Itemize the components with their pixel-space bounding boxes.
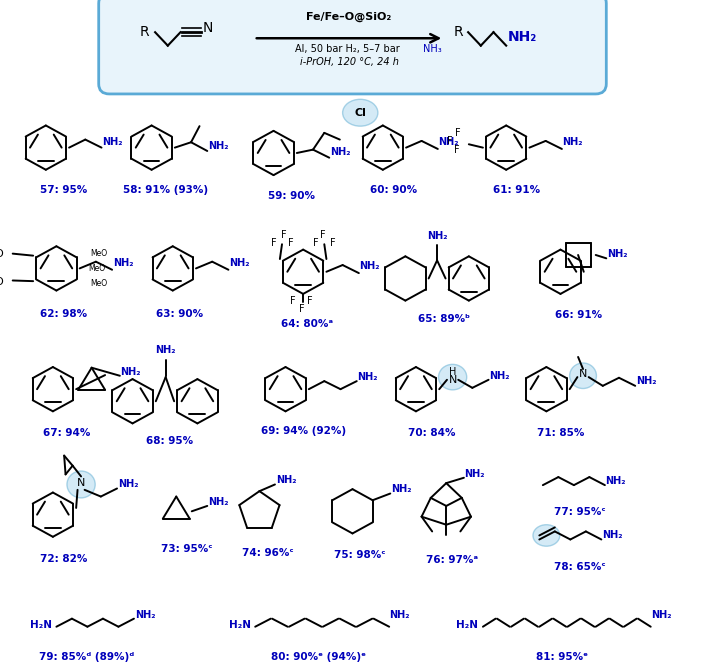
Text: 67: 94%: 67: 94% bbox=[43, 428, 91, 438]
Text: N: N bbox=[77, 478, 85, 488]
Text: 59: 90%: 59: 90% bbox=[268, 191, 314, 201]
Text: 73: 95%ᶜ: 73: 95%ᶜ bbox=[161, 544, 213, 554]
Text: 65: 89%ᵇ: 65: 89%ᵇ bbox=[418, 314, 470, 324]
Text: MeO: MeO bbox=[91, 278, 108, 288]
Text: NH₂: NH₂ bbox=[636, 376, 656, 386]
Text: F: F bbox=[313, 238, 319, 248]
Text: F: F bbox=[299, 304, 305, 313]
Text: MeO: MeO bbox=[89, 264, 106, 273]
Text: 72: 82%: 72: 82% bbox=[39, 554, 87, 564]
Text: i-PrOH, 120 °C, 24 h: i-PrOH, 120 °C, 24 h bbox=[300, 57, 398, 66]
Text: F: F bbox=[447, 136, 453, 146]
Text: F: F bbox=[307, 296, 313, 305]
Text: MeO: MeO bbox=[91, 249, 108, 258]
Text: R: R bbox=[453, 25, 463, 39]
Text: 68: 95%: 68: 95% bbox=[146, 436, 192, 446]
Text: N: N bbox=[203, 21, 214, 35]
Text: H₂N: H₂N bbox=[456, 621, 478, 630]
Text: NH₂: NH₂ bbox=[607, 249, 627, 258]
Text: NH₂: NH₂ bbox=[563, 138, 583, 147]
Text: 80: 90%ᵉ (94%)ᵉ: 80: 90%ᵉ (94%)ᵉ bbox=[271, 652, 366, 662]
Text: F: F bbox=[281, 230, 286, 240]
Text: Al, 50 bar H₂, 5–7 bar: Al, 50 bar H₂, 5–7 bar bbox=[295, 44, 403, 54]
Text: NH₂: NH₂ bbox=[155, 346, 176, 355]
Text: 63: 90%: 63: 90% bbox=[157, 309, 203, 319]
Text: NH₂: NH₂ bbox=[121, 368, 141, 377]
Text: NH₂: NH₂ bbox=[391, 484, 412, 495]
Text: 61: 91%: 61: 91% bbox=[493, 185, 540, 195]
Text: NH₂: NH₂ bbox=[102, 138, 123, 147]
Ellipse shape bbox=[67, 471, 95, 498]
Text: NH₃: NH₃ bbox=[423, 44, 442, 54]
Text: 66: 91%: 66: 91% bbox=[555, 310, 601, 320]
Text: 57: 95%: 57: 95% bbox=[39, 185, 87, 195]
Text: 75: 98%ᶜ: 75: 98%ᶜ bbox=[333, 550, 386, 560]
Text: F: F bbox=[454, 145, 460, 154]
Text: 79: 85%ᵈ (89%)ᵈ: 79: 85%ᵈ (89%)ᵈ bbox=[39, 652, 135, 662]
Ellipse shape bbox=[533, 525, 560, 546]
Text: F: F bbox=[288, 238, 293, 248]
Text: N: N bbox=[579, 370, 587, 379]
Text: NH₂: NH₂ bbox=[508, 30, 537, 44]
Text: NH₂: NH₂ bbox=[208, 497, 228, 507]
Text: F: F bbox=[330, 238, 336, 248]
Text: 78: 65%ᶜ: 78: 65%ᶜ bbox=[554, 562, 606, 572]
Text: 76: 97%ᵃ: 76: 97%ᵃ bbox=[426, 555, 478, 565]
Text: O: O bbox=[0, 277, 3, 287]
Text: H₂N: H₂N bbox=[229, 621, 251, 630]
Text: 71: 85%: 71: 85% bbox=[537, 428, 584, 438]
Text: NH₂: NH₂ bbox=[229, 258, 250, 268]
Text: NH₂: NH₂ bbox=[276, 476, 296, 485]
Ellipse shape bbox=[570, 363, 596, 389]
Ellipse shape bbox=[343, 99, 378, 126]
Ellipse shape bbox=[439, 364, 467, 390]
Text: 74: 96%ᶜ: 74: 96%ᶜ bbox=[242, 548, 294, 558]
Text: NH₂: NH₂ bbox=[602, 531, 623, 540]
Text: NH₂: NH₂ bbox=[427, 231, 448, 241]
Text: 77: 95%ᶜ: 77: 95%ᶜ bbox=[554, 507, 606, 517]
Text: NH₂: NH₂ bbox=[135, 610, 155, 619]
Text: NH₂: NH₂ bbox=[208, 141, 228, 150]
Text: F: F bbox=[320, 230, 326, 240]
Text: 70: 84%: 70: 84% bbox=[407, 428, 455, 438]
Text: R: R bbox=[140, 25, 149, 39]
Text: 58: 91% (93%): 58: 91% (93%) bbox=[123, 185, 208, 195]
Text: NH₂: NH₂ bbox=[606, 476, 626, 486]
Text: H₂N: H₂N bbox=[30, 621, 52, 630]
Text: 62: 98%: 62: 98% bbox=[40, 309, 87, 319]
Text: 81: 95%ᵉ: 81: 95%ᵉ bbox=[536, 652, 588, 662]
Text: N: N bbox=[448, 375, 457, 384]
Text: 69: 94% (92%): 69: 94% (92%) bbox=[261, 426, 345, 436]
FancyBboxPatch shape bbox=[99, 0, 606, 94]
Text: F: F bbox=[290, 296, 296, 305]
Text: NH₂: NH₂ bbox=[389, 610, 410, 619]
Text: NH₂: NH₂ bbox=[360, 262, 380, 271]
Text: F: F bbox=[271, 238, 276, 248]
Text: 60: 90%: 60: 90% bbox=[370, 185, 417, 195]
Text: H: H bbox=[449, 368, 456, 377]
Text: F: F bbox=[455, 128, 461, 138]
Text: NH₂: NH₂ bbox=[357, 372, 378, 382]
Text: NH₂: NH₂ bbox=[118, 480, 138, 489]
Text: NH₂: NH₂ bbox=[651, 610, 671, 619]
Text: NH₂: NH₂ bbox=[330, 147, 350, 156]
Text: O: O bbox=[0, 249, 3, 258]
Text: NH₂: NH₂ bbox=[439, 138, 459, 147]
Text: Cl: Cl bbox=[355, 108, 366, 117]
Text: Fe/Fe–O@SiO₂: Fe/Fe–O@SiO₂ bbox=[307, 11, 391, 22]
Text: NH₂: NH₂ bbox=[465, 469, 485, 478]
Text: NH₂: NH₂ bbox=[113, 258, 133, 268]
Text: 64: 80%ᵃ: 64: 80%ᵃ bbox=[281, 319, 333, 329]
Text: NH₂: NH₂ bbox=[489, 371, 510, 380]
